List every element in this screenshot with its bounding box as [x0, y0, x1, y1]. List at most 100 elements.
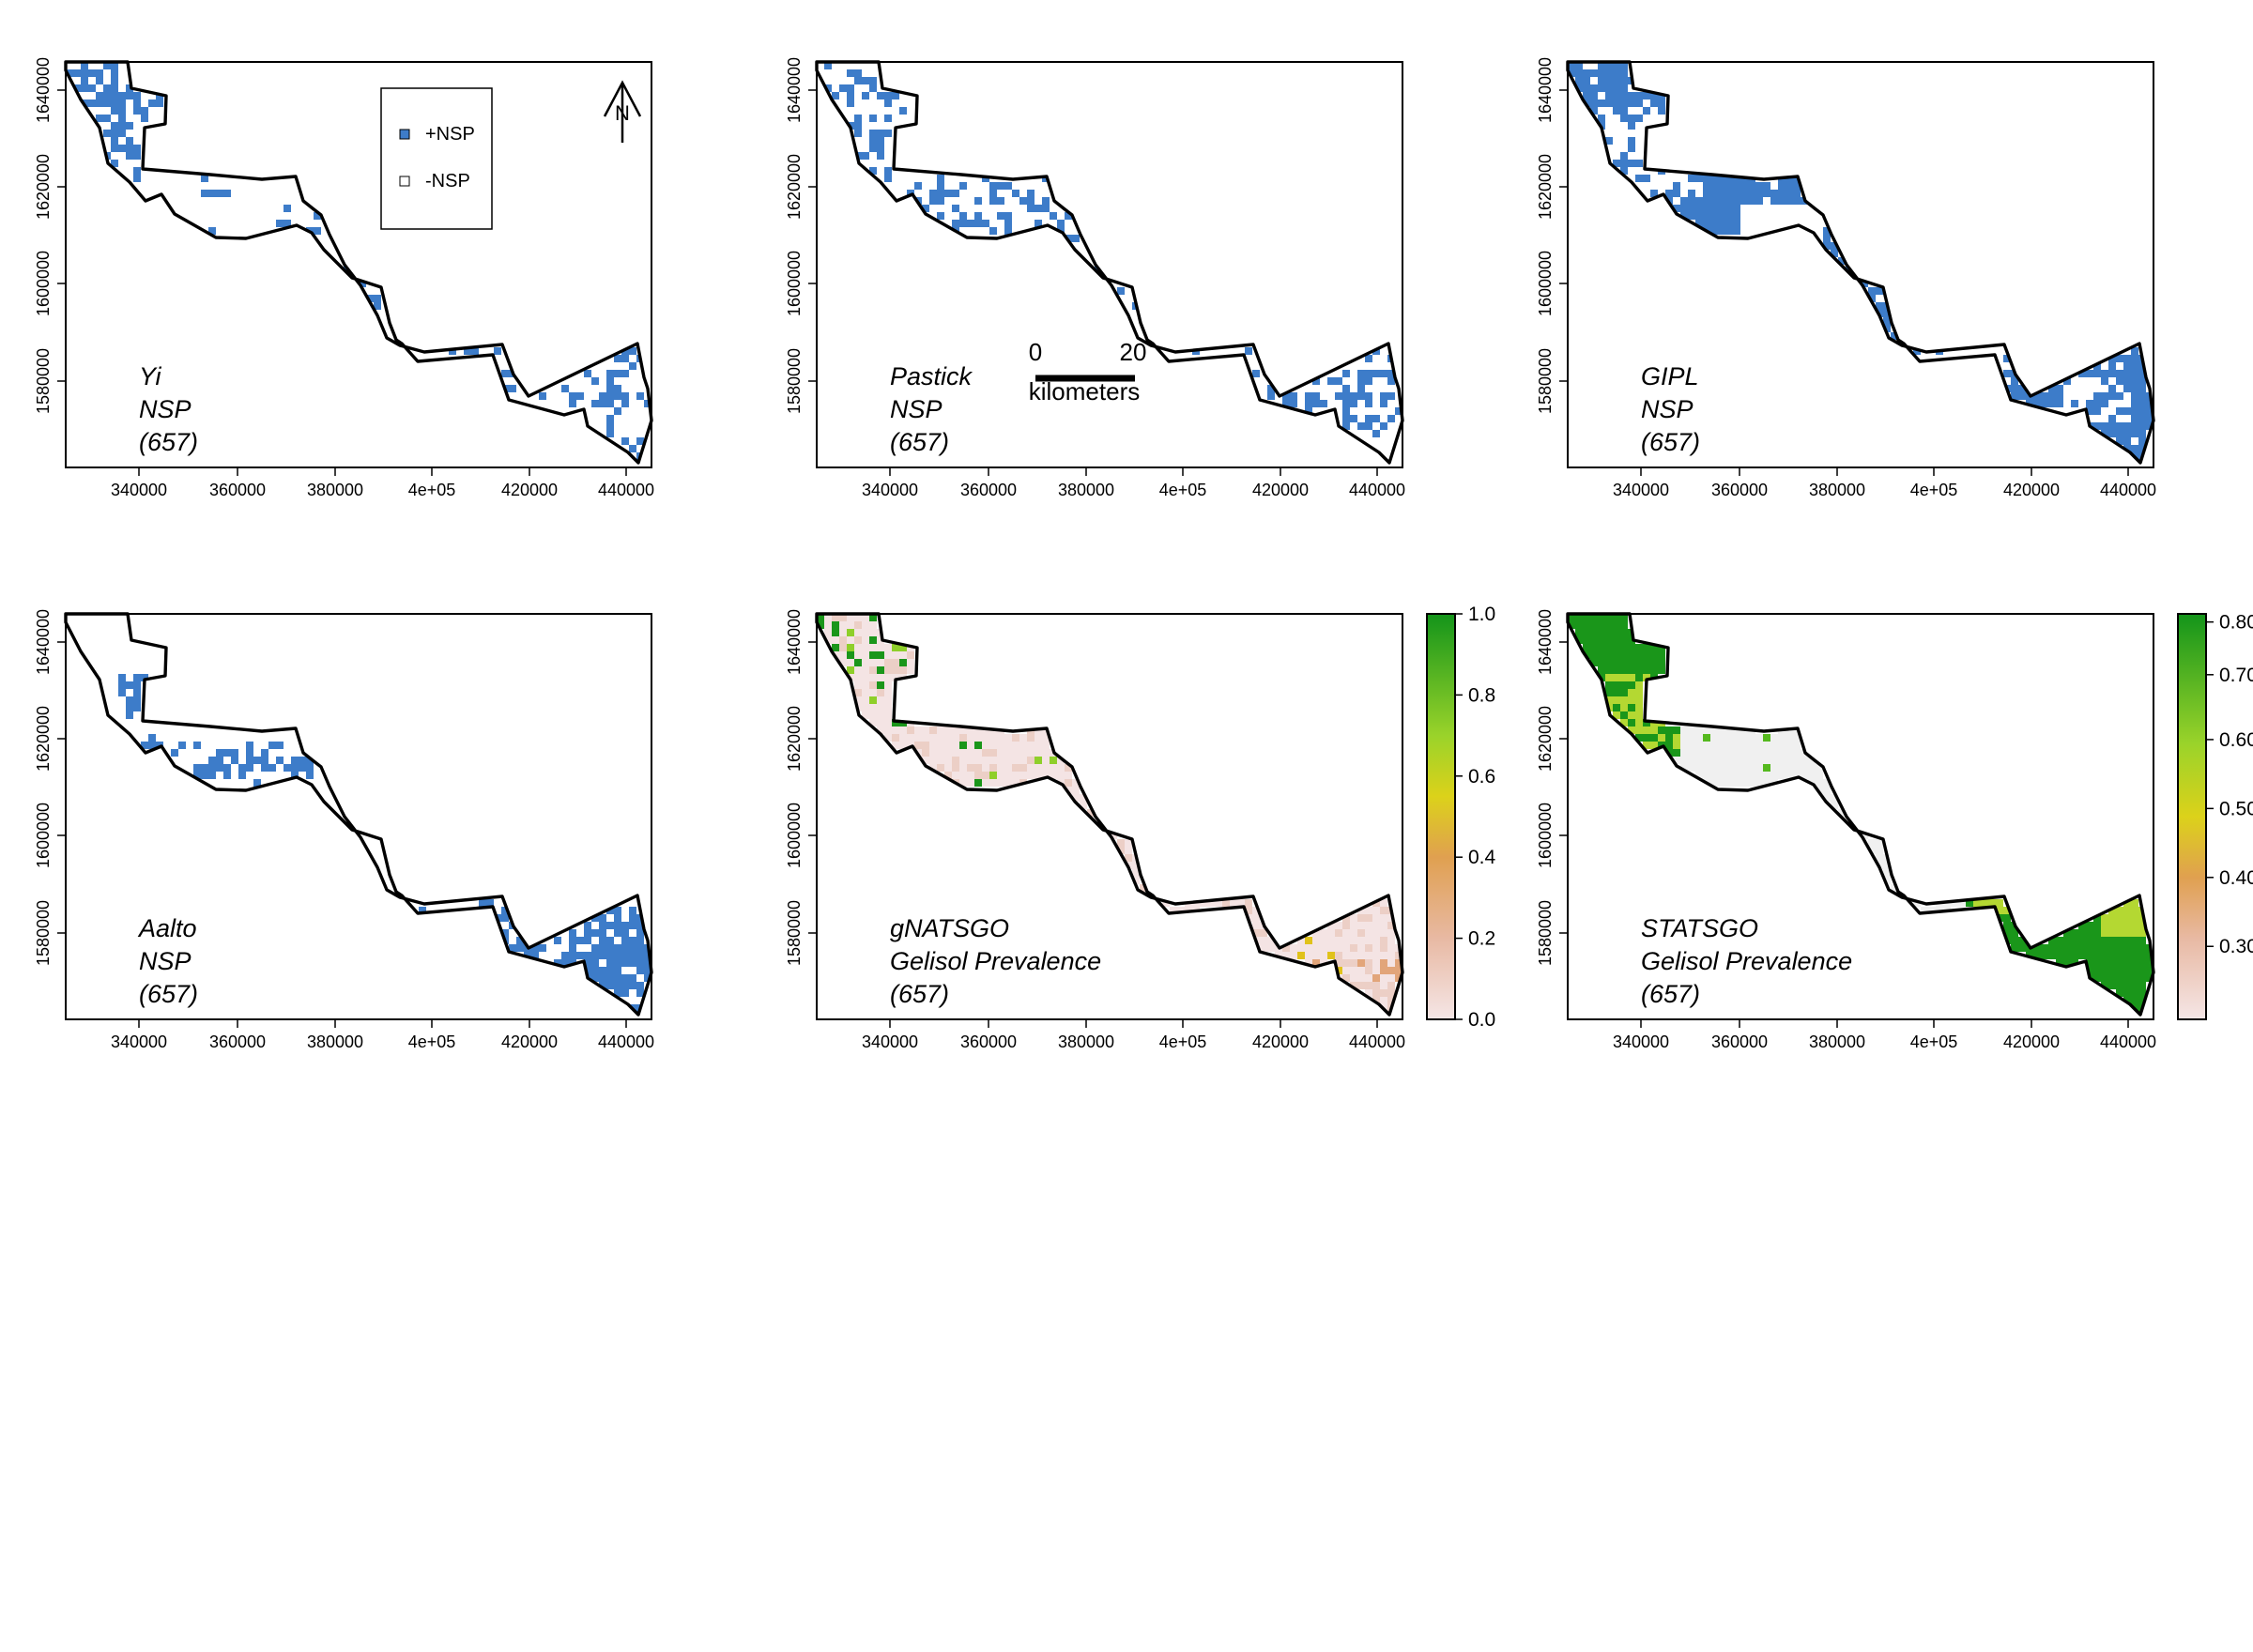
raster-cell	[1770, 742, 1778, 749]
raster-cell	[997, 757, 1004, 764]
raster-cell	[1342, 929, 1350, 937]
raster-cell	[1650, 659, 1658, 666]
colorbar-ramp	[2177, 613, 2207, 1020]
raster-cell	[1725, 742, 1733, 749]
colorbar-gnatsgo: 0.00.20.40.60.81.0	[1426, 604, 1496, 1031]
raster-cell	[877, 727, 884, 734]
raster-cell	[1793, 734, 1801, 742]
raster-cell	[982, 757, 989, 764]
raster-cell	[1673, 742, 1680, 749]
raster-cell	[937, 734, 944, 742]
raster-cell	[1305, 392, 1312, 400]
raster-cell	[1395, 959, 1402, 967]
raster-cell	[1996, 907, 2003, 914]
raster-cell	[877, 711, 884, 719]
raster-cell	[1365, 937, 1372, 944]
raster-cell	[2011, 929, 2018, 937]
raster-cell	[501, 370, 509, 377]
raster-cell	[862, 666, 869, 674]
raster-cell	[1605, 137, 1613, 145]
raster-cell	[2123, 445, 2131, 452]
y-tick-label: 1640000	[34, 57, 53, 123]
raster-cell	[1658, 651, 1665, 659]
raster-cell	[1816, 779, 1823, 787]
raster-cell	[1583, 644, 1590, 651]
raster-cell	[1770, 197, 1778, 205]
raster-cell	[2033, 952, 2041, 959]
raster-cell	[584, 959, 591, 967]
raster-cell	[2138, 974, 2146, 982]
raster-cell	[1921, 907, 1928, 914]
raster-cell	[1372, 959, 1380, 967]
raster-cell	[1778, 182, 1786, 190]
raster-cell	[1282, 952, 1290, 959]
raster-cell	[1027, 190, 1035, 197]
raster-cell	[1350, 959, 1357, 967]
raster-cell	[877, 696, 884, 704]
raster-cell	[1372, 944, 1380, 952]
raster-cell	[884, 92, 892, 99]
raster-cell	[576, 937, 584, 944]
x-tick-label: 380000	[1058, 1032, 1114, 1051]
raster-cell	[2101, 400, 2108, 407]
raster-cell	[1575, 77, 1583, 84]
raster-cell	[869, 115, 877, 122]
raster-cell	[118, 689, 126, 696]
raster-cell	[937, 197, 944, 205]
x-tick-label: 360000	[960, 481, 1017, 499]
raster-cell	[2048, 937, 2056, 944]
raster-cell	[2108, 967, 2116, 974]
legend-label-negative: -NSP	[425, 171, 470, 191]
raster-cell	[937, 757, 944, 764]
raster-cell	[2108, 370, 2116, 377]
raster-cell	[629, 922, 636, 929]
raster-cell	[1786, 764, 1793, 772]
raster-cell	[959, 757, 967, 764]
x-tick-label: 420000	[2003, 481, 2060, 499]
raster-cell	[2138, 445, 2146, 452]
raster-cell	[1072, 235, 1080, 242]
x-tick-label: 4e+05	[1159, 1032, 1207, 1051]
raster-cell	[1357, 959, 1365, 967]
colorbar-tick-label: 0.30	[2219, 936, 2253, 957]
raster-cell	[2123, 407, 2131, 415]
raster-cell	[1831, 802, 1838, 809]
raster-cell	[1027, 205, 1035, 212]
raster-cell	[1598, 651, 1605, 659]
raster-cell	[606, 377, 614, 385]
raster-cell	[2101, 377, 2108, 385]
raster-cell	[1620, 636, 1628, 644]
raster-cell	[2033, 400, 2041, 407]
colorbar-ramp	[1426, 613, 1456, 1020]
y-tick-label: 1640000	[1536, 57, 1555, 123]
raster-cell	[1718, 212, 1725, 220]
raster-cell	[636, 967, 644, 974]
raster-cell	[141, 742, 148, 749]
raster-cell	[2003, 929, 2011, 937]
raster-cell	[1342, 370, 1350, 377]
raster-cell	[967, 779, 974, 787]
raster-cell	[1215, 899, 1222, 907]
raster-cell	[1703, 742, 1710, 749]
raster-cell	[2078, 944, 2086, 952]
raster-cell	[1816, 772, 1823, 779]
raster-cell	[1876, 302, 1883, 310]
raster-cell	[1072, 794, 1080, 802]
raster-cell	[2131, 400, 2138, 407]
raster-cell	[1042, 734, 1050, 742]
raster-cell	[1620, 77, 1628, 84]
raster-cell	[629, 959, 636, 967]
x-tick-label: 380000	[1809, 1032, 1865, 1051]
raster-cell	[1695, 197, 1703, 205]
raster-cell	[1372, 989, 1380, 997]
raster-cell	[2101, 370, 2108, 377]
raster-cell	[869, 84, 877, 92]
panel-label-line: (657)	[1641, 428, 1700, 456]
raster-cell	[614, 974, 621, 982]
raster-cell	[974, 727, 982, 734]
raster-cell	[268, 764, 276, 772]
raster-cell	[584, 929, 591, 937]
y-tick-label: 1620000	[785, 154, 804, 220]
raster-cell	[1125, 839, 1132, 847]
nsp-legend: +NSP-NSP	[380, 87, 493, 230]
